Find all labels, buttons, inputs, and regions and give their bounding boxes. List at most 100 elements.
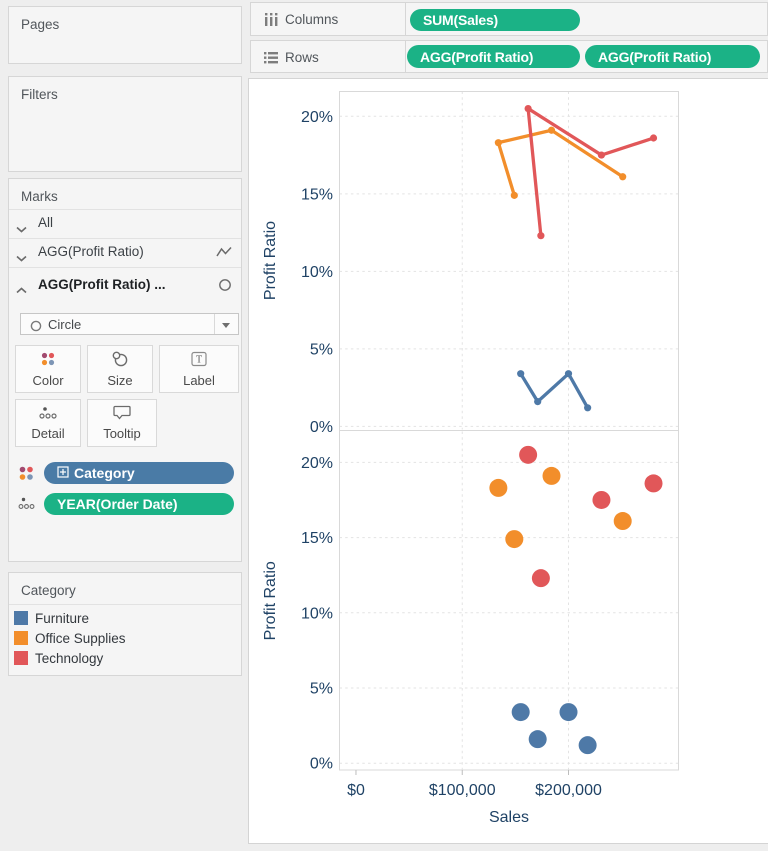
size-button[interactable]: Size	[87, 345, 153, 393]
marks-layer-profit-ratio-line[interactable]: AGG(Profit Ratio)	[9, 238, 241, 267]
shelf-divider	[405, 3, 406, 35]
y-tick-label: 20%	[301, 109, 333, 126]
mark-type-dropdown[interactable]: Circle	[20, 313, 239, 335]
tooltip-icon	[113, 405, 131, 423]
office-supplies-mark[interactable]	[505, 530, 524, 549]
columns-shelf-label: Columns	[285, 12, 339, 27]
dual-profit-ratio-chart: 0% 5% 10% 15% 20% Profit Ratio 0% 5% 10% 15% 20% Pr…	[262, 91, 679, 826]
office-supplies-mark[interactable]	[489, 478, 508, 497]
furniture-point[interactable]	[517, 370, 525, 378]
technology-point[interactable]	[537, 232, 545, 240]
x-tick-label: $100,000	[429, 782, 496, 799]
category-legend: Category Furniture Office Supplies Techn…	[8, 572, 242, 676]
color-icon	[40, 351, 56, 370]
technology-mark[interactable]	[519, 445, 538, 464]
office-supplies-line[interactable]	[496, 128, 625, 198]
technology-line[interactable]	[526, 106, 656, 238]
marks-layer-label: All	[38, 215, 54, 230]
technology-point[interactable]	[649, 134, 658, 142]
y-tick-label: 0%	[310, 756, 333, 773]
furniture-line[interactable]	[519, 372, 590, 410]
pill-category[interactable]: Category	[44, 462, 234, 484]
circle-glyph-icon	[30, 319, 42, 337]
legend-label: Office Supplies	[35, 631, 126, 646]
pill-sum-sales[interactable]: SUM(Sales)	[410, 9, 580, 31]
label-button-label: Label	[183, 372, 215, 388]
rows-icon	[264, 51, 278, 69]
legend-item-office-supplies[interactable]: Office Supplies	[9, 629, 241, 649]
office-supplies-point[interactable]	[494, 139, 502, 147]
y-tick-label: 0%	[310, 419, 333, 436]
furniture-mark[interactable]	[511, 703, 530, 722]
pages-shelf[interactable]: Pages	[8, 6, 242, 64]
y-tick-label: 15%	[301, 186, 333, 203]
bottom-scatter-chart: 0% 5% 10% 15% 20% Profit Ratio	[262, 431, 679, 773]
furniture-point[interactable]	[584, 404, 592, 412]
technology-mark[interactable]	[531, 569, 550, 588]
legend-label: Furniture	[35, 611, 90, 626]
office-supplies-swatch	[14, 631, 28, 645]
pill-year-order-date[interactable]: YEAR(Order Date)	[44, 493, 234, 515]
technology-swatch	[14, 651, 28, 665]
pill-agg-profit-ratio-1[interactable]: AGG(Profit Ratio)	[407, 45, 580, 68]
filters-shelf[interactable]: Filters	[8, 76, 242, 172]
technology-point[interactable]	[524, 104, 532, 113]
y-tick-label: 10%	[301, 264, 333, 281]
color-dots-icon	[18, 465, 35, 482]
chevron-down-icon[interactable]	[16, 249, 27, 267]
size-button-label: Size	[107, 372, 133, 388]
detail-icon	[39, 406, 57, 423]
furniture-mark[interactable]	[559, 703, 578, 722]
worksheet-view[interactable]: 0% 5% 10% 15% 20% Profit Ratio 0% 5% 10% 15% 20% Pr…	[248, 78, 768, 844]
pages-title: Pages	[21, 17, 60, 32]
divider	[9, 604, 241, 605]
office-supplies-mark[interactable]	[613, 512, 632, 531]
divider	[9, 209, 241, 210]
detail-button[interactable]: Detail	[15, 399, 81, 447]
furniture-point[interactable]	[534, 397, 542, 406]
furniture-mark[interactable]	[578, 736, 597, 755]
office-supplies-mark[interactable]	[542, 466, 561, 485]
legend-item-furniture[interactable]: Furniture	[9, 609, 241, 629]
marks-layer-profit-ratio-circle[interactable]: AGG(Profit Ratio) ...	[9, 267, 241, 309]
furniture-mark[interactable]	[528, 730, 547, 749]
y-tick-label: 15%	[301, 530, 333, 547]
y-tick-label: 20%	[301, 455, 333, 472]
label-button[interactable]: T Label	[159, 345, 239, 393]
x-axis-title: Sales	[489, 809, 529, 826]
legend-title: Category	[21, 583, 76, 598]
rows-shelf-label: Rows	[285, 50, 319, 65]
detail-button-label: Detail	[31, 425, 65, 441]
expand-icon[interactable]	[57, 465, 69, 481]
top-line-chart: 0% 5% 10% 15% 20% Profit Ratio	[262, 91, 679, 436]
marks-layer-label: AGG(Profit Ratio)	[38, 244, 144, 259]
chevron-down-icon[interactable]	[16, 220, 27, 238]
pill-year-label: YEAR(Order Date)	[57, 496, 178, 512]
legend-label: Technology	[35, 651, 104, 666]
office-supplies-point[interactable]	[547, 126, 556, 134]
color-button[interactable]: Color	[15, 345, 81, 393]
marks-card: Marks All AGG(Profit Ratio) AGG(Profit R…	[8, 178, 242, 562]
dropdown-arrow[interactable]	[214, 314, 238, 334]
pill-agg-profit-ratio-2[interactable]: AGG(Profit Ratio)	[585, 45, 760, 68]
svg-text:T: T	[196, 354, 202, 365]
tooltip-button-label: Tooltip	[103, 426, 141, 441]
y-axis-title: Profit Ratio	[262, 221, 279, 300]
tooltip-button[interactable]: Tooltip	[87, 399, 157, 447]
office-supplies-point[interactable]	[619, 173, 627, 181]
furniture-point[interactable]	[564, 370, 573, 378]
chevron-up-icon[interactable]	[16, 281, 27, 299]
mark-type-value: Circle	[48, 317, 82, 332]
technology-mark[interactable]	[592, 490, 611, 509]
detail-dots-icon	[18, 496, 35, 513]
legend-item-technology[interactable]: Technology	[9, 649, 241, 669]
marks-layer-all[interactable]: All	[9, 209, 241, 238]
divider	[9, 238, 241, 239]
technology-point[interactable]	[597, 151, 606, 159]
columns-icon	[264, 13, 278, 31]
shelf-divider	[405, 41, 406, 72]
office-supplies-point[interactable]	[510, 191, 518, 199]
y-tick-label: 5%	[310, 681, 333, 698]
technology-mark[interactable]	[644, 474, 663, 493]
furniture-swatch	[14, 611, 28, 625]
